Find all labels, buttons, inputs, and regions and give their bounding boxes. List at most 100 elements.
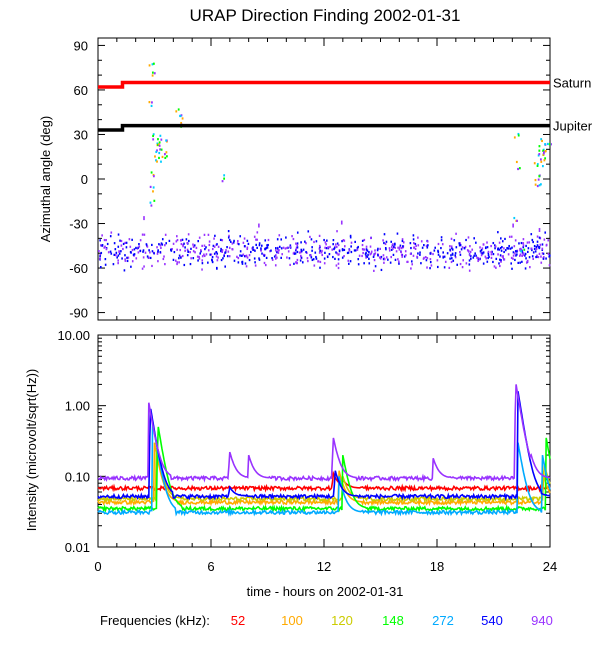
azimuth-point [349,236,352,239]
azimuth-point [456,263,459,266]
azimuth-point [402,241,405,244]
azimuth-point [152,133,155,136]
azimuth-point [151,71,154,74]
azimuth-point [296,250,299,254]
azimuth-point [527,250,529,254]
azimuth-point [201,255,204,258]
azimuth-point [160,160,162,163]
azimuth-point [224,265,226,268]
intensity-frame [97,334,551,548]
azimuth-point [133,248,136,251]
azimuth-point [522,253,524,256]
azimuth-point [532,240,534,244]
azimuth-point [178,254,181,257]
azimuth-point [164,233,167,236]
azimuth-point [132,253,135,256]
azimuth-point [258,244,261,247]
azimuth-point [224,251,226,254]
azimuth-point [514,239,517,242]
azimuth-point [112,263,115,266]
azimuth-point [374,249,376,252]
azimuth-point [494,245,497,248]
azimuth-point [525,261,528,264]
azimuth-point [151,264,153,268]
azimuth-point [410,260,413,263]
azimuth-point [159,244,162,247]
azimuth-point [463,247,466,250]
azimuth-point [296,231,299,234]
azimuth-point [390,240,393,243]
azimuth-point [493,265,496,268]
azimuth-point [180,256,182,259]
azimuth-point [538,145,541,148]
azimuth-point [477,258,480,261]
azimuth-point [254,261,256,264]
azimuth-point [398,260,400,263]
intensity-ytick-label: 1.00 [65,399,90,414]
azimuth-point [200,249,202,252]
azimuth-point [210,253,213,256]
azimuth-point [409,242,412,245]
azimuth-point [115,251,118,254]
azimuth-point [146,255,149,258]
azimuth-point [294,252,297,255]
azimuth-point [264,239,267,242]
azimuth-point [538,175,541,178]
azimuth-point [275,249,277,252]
azimuth-point [368,262,371,265]
azimuth-point [335,243,337,246]
azimuth-point [307,230,310,233]
azimuth-point [342,239,345,242]
azimuth-point [524,267,527,270]
intensity-ylabel: Intensity (microvolt/sqrt(Hz)) [24,369,39,532]
azimuth-point [118,252,121,255]
intensity-ytick-label: 0.10 [65,469,90,484]
azimuth-point [490,244,492,248]
azimuth-point [383,233,386,236]
azimuth-point [248,258,251,262]
azimuth-point [331,248,334,251]
azimuth-point [506,247,508,250]
azimuth-point [246,256,249,259]
azimuth-point [542,252,545,255]
azimuth-point [215,251,218,254]
azimuth-point [305,250,307,254]
azimuth-point [538,153,541,156]
azimuth-point [518,254,521,257]
azimuth-point [208,240,211,243]
azimuth-point [185,238,188,241]
azimuth-point [419,253,421,256]
azimuth-point [429,267,431,270]
azimuth-point [513,136,516,139]
azimuth-point [450,254,452,257]
azimuth-point [459,262,462,266]
azimuth-point [256,246,258,249]
azimuth-point [280,256,282,259]
azimuth-point [320,251,323,254]
azimuth-point [239,250,242,253]
azimuth-point [498,262,500,265]
azimuth-point [305,242,307,245]
azimuth-point [153,199,156,202]
azimuth-point [159,134,162,137]
azimuth-point [156,246,158,249]
azimuth-point [323,257,326,260]
azimuth-point [176,248,178,251]
azimuth-point [301,250,303,253]
azimuth-point [528,256,531,259]
azimuth-point [542,149,545,152]
azimuth-point [531,255,534,258]
azimuth-point [332,255,334,259]
azimuth-point [332,239,335,242]
azimuth-ytick-label: 60 [74,83,88,98]
azimuth-point [183,263,186,267]
azimuth-point [113,242,116,245]
azimuth-point [220,247,222,251]
azimuth-point [174,259,177,262]
azimuth-point [400,250,403,254]
azimuth-point [449,248,451,251]
azimuth-point [436,259,439,262]
azimuth-point [532,257,535,260]
azimuth-point [526,259,529,263]
azimuth-point [171,247,173,251]
